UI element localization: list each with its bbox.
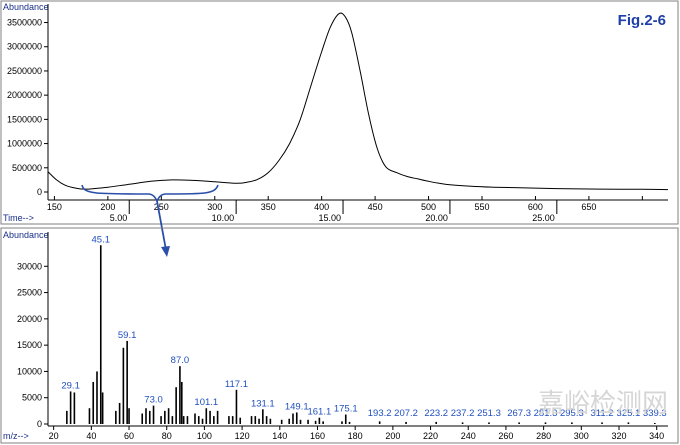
- chromatogram-series: [47, 12, 669, 191]
- chromatogram-y-tick-label: 3500000: [7, 18, 42, 28]
- chromatogram-panel: Abundance Fig.2-6 0 500000 1000000 1500000 2…: [0, 0, 679, 225]
- time-tick-label: 10.00: [212, 213, 235, 223]
- peak-label: 311.2: [591, 408, 614, 419]
- chromatogram-trace: [47, 12, 669, 191]
- mass-spectrum-x-tick-label: 140: [272, 431, 287, 441]
- temperature-tick-label: 500: [421, 202, 436, 212]
- temperature-tick-label: 150: [47, 202, 62, 212]
- watermark: 嘉峪检测网: [538, 388, 668, 418]
- peak-label: 193.2: [368, 408, 392, 419]
- temperature-tick-label: 350: [261, 202, 276, 212]
- mass-spectrum-y-tick-label: 15000: [17, 340, 42, 350]
- mass-spectrum-y-tick-label: 30000: [17, 261, 42, 271]
- peak-label: 325.1: [617, 408, 641, 419]
- chromatogram-frame: [0, 0, 679, 225]
- mass-spectrum-y-tick-label: 25000: [17, 288, 42, 298]
- time-tick-label: 20.00: [425, 213, 448, 223]
- temperature-tick-label: 200: [100, 202, 115, 212]
- temperature-tick-label: 600: [528, 202, 543, 212]
- mass-spectrum-x-tick-label: 160: [310, 431, 325, 441]
- temperature-tick-label: 400: [314, 202, 329, 212]
- peak-label: 161.1: [307, 407, 331, 418]
- peak-label: 339.3: [643, 408, 667, 419]
- mass-spectrum-ticks: 0 5000 10000 15000 20000 25000 30000 20 40 60 80 10…: [17, 261, 664, 441]
- temperature-tick-label: 250: [154, 202, 169, 212]
- mass-spectrum-frame: [0, 227, 679, 444]
- mass-spectrum-x-tick-label: 260: [498, 431, 513, 441]
- peak-label: 73.0: [144, 395, 163, 406]
- chromatogram-y-tick-label: 500000: [12, 163, 42, 173]
- temperature-tick-label: 300: [207, 202, 222, 212]
- mass-spectrum-x-tick-label: 40: [86, 431, 96, 441]
- peak-label: 281.3: [534, 408, 558, 419]
- figure-label: Fig.2-6: [618, 12, 666, 29]
- mass-spectrum-x-tick-label: 340: [649, 431, 664, 441]
- time-tick-label: 25.00: [532, 213, 555, 223]
- peak-label: 251.3: [477, 408, 501, 419]
- temperature-tick-label: 650: [581, 202, 596, 212]
- mass-spectrum-x-tick-label: 180: [348, 431, 363, 441]
- chromatogram-y-tick-label: 1000000: [7, 139, 42, 149]
- region-bracket: [81, 184, 219, 203]
- peak-label: 101.1: [194, 397, 218, 408]
- temperature-tick-label: 550: [474, 202, 489, 212]
- mass-spectrum-y-tick-label: 0: [37, 419, 42, 429]
- peak-label: 45.1: [92, 234, 111, 245]
- mass-spectrum-axes: [47, 232, 668, 427]
- temperature-tick-label: 450: [368, 202, 383, 212]
- chromatogram-y-tick-label: 3000000: [7, 42, 42, 52]
- peak-label: 175.1: [334, 404, 358, 415]
- pointer-arrow-head: [161, 246, 170, 257]
- peak-label: 117.1: [225, 379, 248, 390]
- mass-spectrum-x-label: m/z-->: [3, 431, 29, 441]
- peak-label: 267.3: [507, 408, 531, 419]
- mass-spectrum-y-tick-label: 20000: [17, 314, 42, 324]
- chromatogram-y-tick-label: 0: [37, 187, 42, 197]
- mass-spectrum-x-tick-label: 280: [536, 431, 551, 441]
- peak-label: 223.2: [424, 408, 448, 419]
- peak-label: 149.1: [285, 401, 309, 412]
- mass-spectrum-x-tick-label: 320: [611, 431, 626, 441]
- chromatogram-y-label: Abundance: [3, 2, 49, 12]
- mass-spectrum-x-tick-label: 80: [162, 431, 172, 441]
- mass-spectrum-x-tick-label: 20: [49, 431, 59, 441]
- mass-spectrum-y-tick-label: 5000: [22, 393, 42, 403]
- mass-spectrum-y-tick-label: 10000: [17, 366, 42, 376]
- mass-spectrum-x-tick-label: 120: [235, 431, 250, 441]
- mass-spectrum-bars: [66, 245, 656, 424]
- peak-label: 237.2: [451, 408, 475, 419]
- chromatogram-ticks: 0 500000 1000000 1500000 2000000 2500000 30000…: [7, 18, 643, 223]
- chromatogram-y-tick-label: 2500000: [7, 66, 42, 76]
- mass-spectrum-x-tick-label: 100: [197, 431, 212, 441]
- peak-label: 207.2: [394, 408, 418, 419]
- mass-spectrum-x-tick-label: 220: [423, 431, 438, 441]
- pointer-arrow: [156, 200, 167, 251]
- mass-spectrum-x-tick-label: 60: [124, 431, 134, 441]
- mass-spectrum-y-label: Abundance: [3, 230, 49, 240]
- peak-label: 87.0: [171, 355, 190, 366]
- peak-label: 131.1: [251, 398, 275, 409]
- peak-label: 59.1: [118, 330, 137, 341]
- peak-label: 295.3: [560, 408, 584, 419]
- chromatogram-x-label: Time-->: [3, 213, 34, 223]
- mass-spectrum-x-tick-label: 240: [461, 431, 476, 441]
- mass-spectrum-panel: Abundance 0 5000 10000 15000 20000 25000 30000…: [0, 227, 679, 444]
- mass-spectrum-x-tick-label: 300: [574, 431, 589, 441]
- time-tick-label: 5.00: [110, 213, 128, 223]
- chromatogram-y-tick-label: 1500000: [7, 114, 42, 124]
- mass-spectrum-x-tick-label: 200: [385, 431, 400, 441]
- chromatogram-y-tick-label: 2000000: [7, 90, 42, 100]
- time-tick-label: 15.00: [319, 213, 342, 223]
- peak-label: 29.1: [61, 380, 80, 391]
